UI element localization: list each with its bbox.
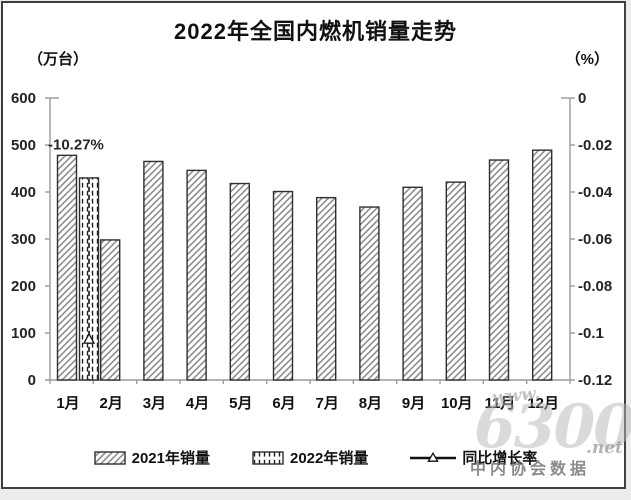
- svg-text:9月: 9月: [402, 395, 425, 412]
- legend-item-2021-sales: 2021年销量: [93, 447, 210, 468]
- legend-label-yoy-growth: 同比增长率: [462, 450, 538, 467]
- chart-legend: 2021年销量 2022年销量 同比增长率: [0, 447, 631, 468]
- svg-text:-0.04: -0.04: [578, 184, 613, 201]
- svg-text:0: 0: [578, 90, 586, 107]
- left-axis-unit-label: （万台）: [28, 51, 89, 68]
- svg-text:500: 500: [11, 137, 36, 154]
- svg-text:-0.06: -0.06: [578, 231, 612, 248]
- svg-text:1月: 1月: [56, 395, 79, 412]
- svg-text:400: 400: [11, 184, 36, 201]
- hatch-bar-swatch-icon: [93, 450, 126, 465]
- svg-text:200: 200: [11, 278, 36, 295]
- dash-bar-swatch-icon: [252, 450, 284, 465]
- sales-trend-chart: 600 500 400 300 200 100 0 0 -0.02 -0.04 -0.06 -0.08…: [11, 90, 613, 412]
- svg-text:7月: 7月: [316, 395, 339, 412]
- line-triangle-swatch-icon: [410, 451, 457, 462]
- right-axis-unit-label: （%）: [565, 51, 609, 68]
- svg-text:4月: 4月: [186, 395, 209, 412]
- svg-text:12月: 12月: [527, 395, 559, 412]
- svg-text:-0.08: -0.08: [578, 278, 612, 295]
- svg-text:100: 100: [11, 325, 36, 342]
- svg-text:11月: 11月: [485, 395, 516, 412]
- svg-text:300: 300: [11, 231, 36, 248]
- svg-text:3月: 3月: [143, 395, 166, 412]
- svg-text:-0.12: -0.12: [578, 372, 612, 389]
- legend-label-2022-sales: 2022年销量: [289, 450, 369, 467]
- svg-text:8月: 8月: [359, 395, 382, 412]
- svg-text:6月: 6月: [272, 395, 295, 412]
- svg-text:-0.02: -0.02: [578, 137, 612, 154]
- svg-text:-0.1: -0.1: [578, 325, 604, 342]
- legend-item-2022-sales: 2022年销量: [252, 447, 368, 468]
- legend-label-2021-sales: 2021年销量: [131, 450, 210, 467]
- chart-title: 2022年全国内燃机销量走势: [174, 19, 457, 44]
- legend-item-yoy-growth: 同比增长率: [410, 447, 537, 468]
- svg-text:-10.27%: -10.27%: [48, 136, 104, 153]
- svg-text:600: 600: [11, 90, 36, 107]
- svg-text:5月: 5月: [229, 395, 252, 412]
- svg-text:0: 0: [28, 372, 36, 389]
- svg-text:2月: 2月: [100, 395, 123, 412]
- svg-text:10月: 10月: [441, 395, 473, 412]
